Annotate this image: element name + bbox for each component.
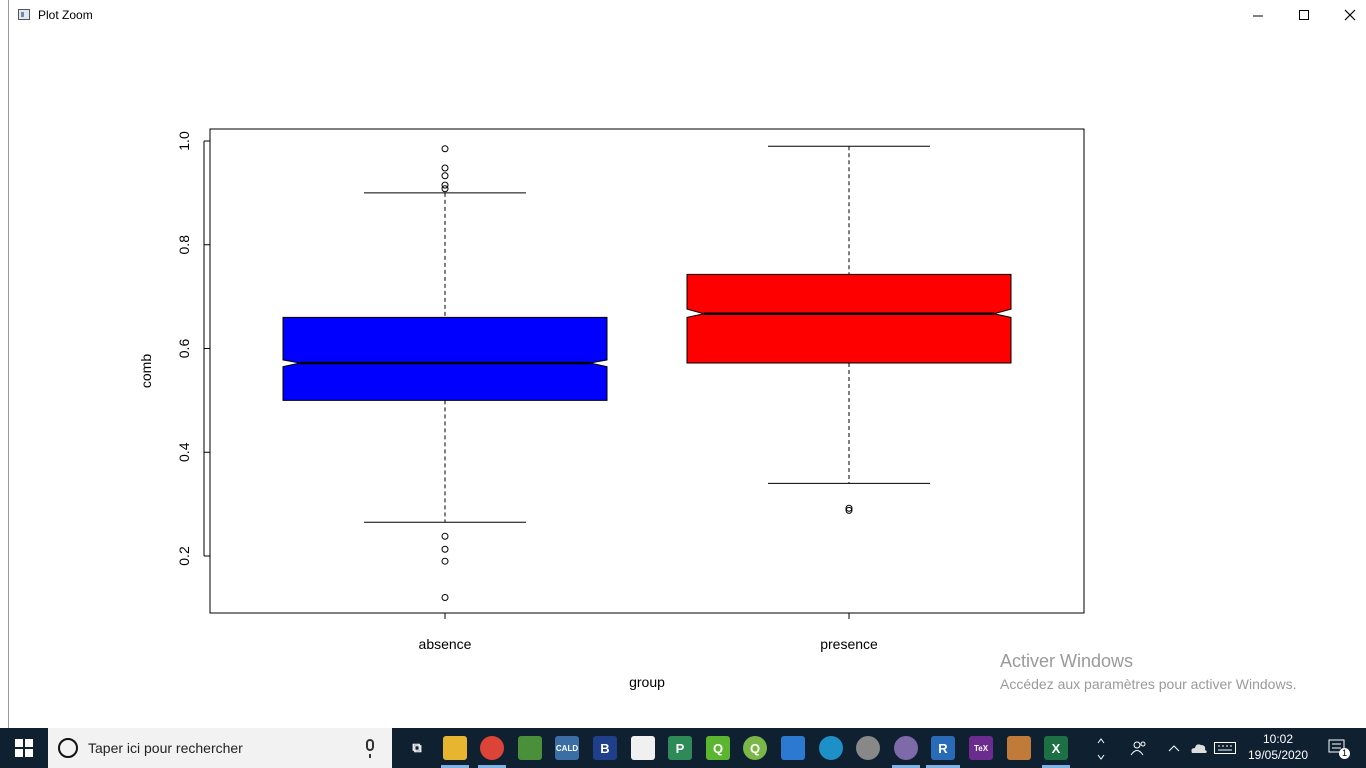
windows-logo-icon (15, 739, 33, 757)
outlier-point (441, 145, 449, 153)
scroll-arrows-icon[interactable] (1096, 728, 1106, 768)
y-tick-label: 0.6 (176, 339, 192, 359)
plot-zoom-window: Plot Zoom (8, 0, 1366, 728)
y-tick-label: 0.8 (176, 235, 192, 255)
q-app-icon[interactable]: Q (706, 736, 730, 760)
caldi-icon[interactable]: CALD (555, 736, 579, 760)
running-indicator (441, 765, 469, 768)
window-title: Plot Zoom (38, 8, 93, 22)
document-icon[interactable] (631, 736, 655, 760)
p-app-icon[interactable]: P (668, 736, 692, 760)
task-view-icon[interactable]: ⧉ (412, 740, 422, 755)
box-presence (686, 273, 1012, 364)
app-chart-icon[interactable] (518, 736, 542, 760)
watermark-subtitle: Accédez aux paramètres pour activer Wind… (1000, 676, 1297, 692)
file-explorer-icon[interactable] (443, 736, 467, 760)
outlier-point (441, 185, 449, 193)
excel-icon[interactable]: X (1044, 736, 1068, 760)
outlier-point (441, 594, 449, 601)
title-bar[interactable]: Plot Zoom (9, 0, 1366, 30)
outlier-point (845, 506, 853, 514)
keyboard-icon[interactable] (1212, 728, 1238, 768)
chevron-up-icon[interactable] (1164, 728, 1184, 768)
outlier-point (441, 181, 449, 189)
y-axis-label: comb (138, 354, 154, 388)
x-tick-label: absence (419, 636, 472, 652)
outlier-point (441, 545, 449, 553)
outlier-point (845, 504, 853, 512)
watermark-title: Activer Windows (1000, 651, 1134, 671)
b-app-icon[interactable]: B (593, 736, 617, 760)
notification-icon (1328, 739, 1345, 753)
minimize-button[interactable] (1235, 0, 1281, 30)
x-axis-label: group (629, 674, 665, 690)
clock-time: 10:02 (1262, 732, 1294, 746)
plot-frame (209, 128, 1085, 614)
running-indicator (892, 765, 920, 768)
outlier-point (441, 164, 449, 172)
running-indicator (926, 765, 960, 768)
sphere-app-icon[interactable] (856, 736, 880, 760)
boxplot-chart: 0.2 0.4 0.6 0.8 1.0 comb group absence presence (138, 128, 1085, 690)
minimize-icon (1253, 15, 1263, 17)
search-placeholder: Taper ici pour rechercher (88, 740, 243, 756)
paint-app-icon[interactable] (1007, 736, 1031, 760)
tex-app-icon[interactable]: TeX (969, 736, 993, 760)
notification-count: 1 (1339, 748, 1350, 759)
running-indicator (1042, 765, 1070, 768)
magnifier-app-icon[interactable] (819, 736, 843, 760)
y-tick-label: 1.0 (176, 131, 192, 151)
plot-window-icon (18, 9, 30, 20)
cortana-icon (58, 738, 78, 758)
start-button[interactable] (0, 728, 48, 768)
clock-date: 19/05/2020 (1247, 748, 1309, 762)
y-tick-label: 0.2 (176, 546, 192, 566)
outlier-point (441, 532, 449, 540)
qgis-icon[interactable]: Q (743, 736, 767, 760)
running-indicator (478, 765, 506, 768)
outlier-point (441, 557, 449, 565)
y-tick-label: 0.4 (176, 442, 192, 462)
maximize-button[interactable] (1281, 0, 1327, 30)
notification-center-button[interactable]: 1 (1320, 728, 1356, 768)
system-clock[interactable]: 10:02 19/05/2020 (1240, 731, 1316, 763)
close-icon (1344, 9, 1356, 21)
box-absence (282, 316, 608, 401)
close-button[interactable] (1327, 0, 1366, 30)
outlier-point (441, 172, 449, 180)
r-app-icon[interactable]: R (931, 736, 955, 760)
microphone-icon[interactable] (366, 739, 374, 758)
cat-app-icon[interactable] (894, 736, 918, 760)
activate-windows-watermark: Activer Windows Accédez aux paramètres p… (1000, 651, 1296, 692)
onedrive-network-icon[interactable] (1188, 728, 1210, 768)
chrome-icon[interactable] (480, 736, 504, 760)
people-icon[interactable] (1124, 728, 1154, 768)
x-tick-label: presence (820, 636, 878, 652)
maximize-icon (1299, 10, 1309, 20)
taskbar: Taper ici pour rechercher ⧉ CALD B P Q Q R TeX X… (0, 728, 1366, 768)
window-app-icon[interactable] (781, 736, 805, 760)
taskbar-search-box[interactable]: Taper ici pour rechercher (48, 728, 392, 768)
